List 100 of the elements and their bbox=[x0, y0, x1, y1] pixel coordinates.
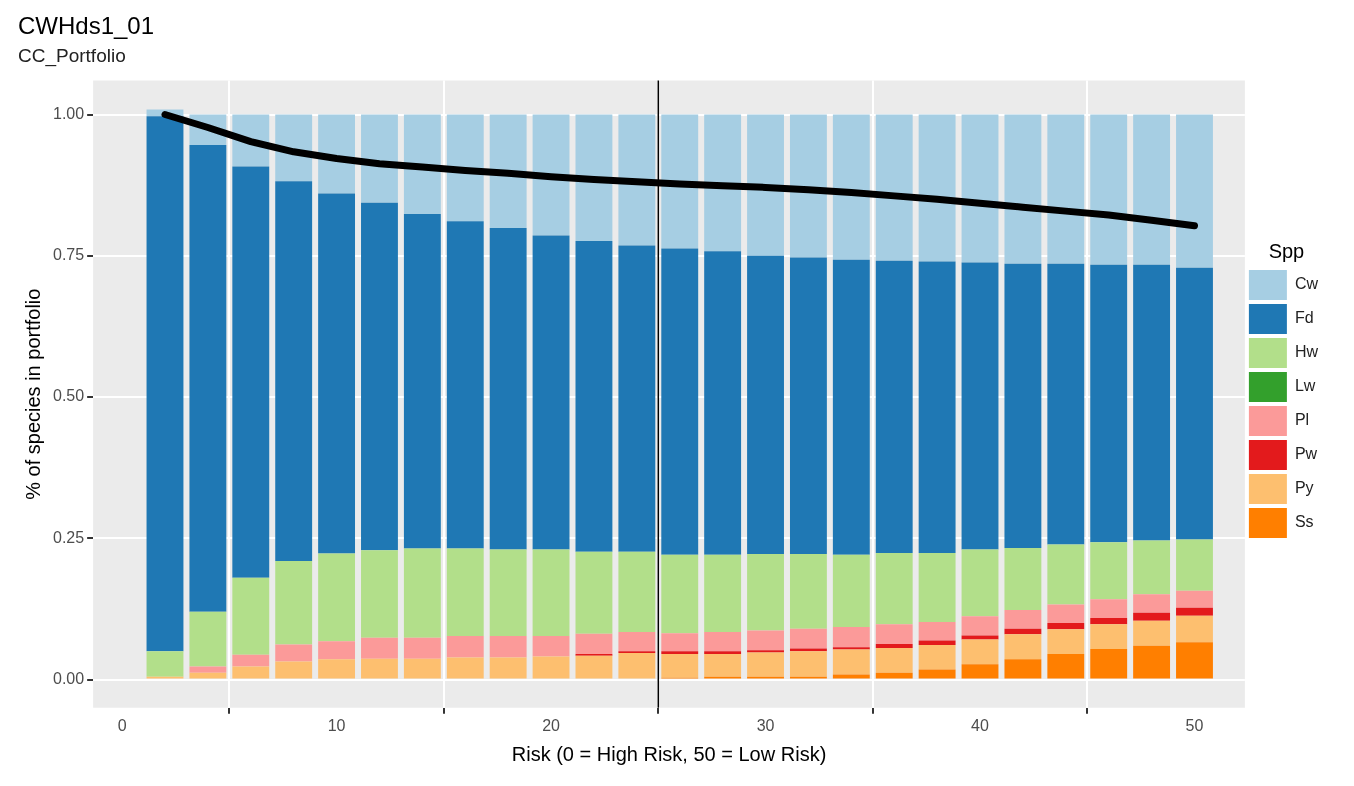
bar bbox=[489, 114, 527, 229]
bar bbox=[1176, 114, 1213, 268]
bar bbox=[832, 554, 870, 627]
bar bbox=[618, 551, 656, 633]
bar bbox=[747, 630, 784, 651]
bar bbox=[1047, 544, 1085, 605]
legend-label: Pl bbox=[1294, 411, 1310, 429]
bar bbox=[1176, 607, 1213, 616]
bar bbox=[704, 251, 742, 555]
bar bbox=[189, 666, 227, 673]
bar bbox=[1090, 542, 1128, 600]
bar bbox=[1176, 267, 1213, 540]
bar bbox=[789, 114, 827, 258]
legend-title: Spp bbox=[1268, 239, 1305, 262]
bar bbox=[1133, 645, 1171, 679]
bar bbox=[704, 651, 742, 655]
bar bbox=[1004, 610, 1042, 629]
bar bbox=[661, 654, 699, 678]
bar bbox=[1004, 263, 1042, 548]
bar bbox=[361, 114, 398, 203]
bar bbox=[1133, 594, 1171, 613]
bar bbox=[1090, 624, 1128, 650]
bar bbox=[318, 553, 356, 642]
bar bbox=[532, 114, 570, 236]
x-tick-label: 40 bbox=[971, 716, 990, 734]
bar bbox=[747, 652, 784, 677]
bar bbox=[661, 633, 699, 652]
bar bbox=[875, 624, 913, 644]
bar bbox=[661, 554, 699, 634]
bar bbox=[575, 114, 613, 242]
legend-label: Fd bbox=[1294, 309, 1314, 327]
bar bbox=[961, 549, 999, 617]
bar bbox=[704, 654, 742, 677]
x-tick-label: 30 bbox=[756, 716, 775, 734]
legend-label: Ss bbox=[1294, 513, 1314, 531]
legend-label: Hw bbox=[1294, 343, 1319, 361]
bar bbox=[489, 657, 527, 679]
bar bbox=[318, 659, 356, 679]
bar bbox=[704, 114, 742, 252]
bar bbox=[1176, 590, 1213, 608]
bar bbox=[875, 114, 913, 261]
bar bbox=[747, 255, 784, 555]
bar bbox=[1047, 263, 1085, 545]
bar bbox=[575, 655, 613, 679]
bar bbox=[747, 114, 784, 256]
bar bbox=[918, 114, 956, 262]
bar bbox=[961, 114, 999, 263]
y-tick-label: 0.75 bbox=[53, 246, 85, 264]
bar bbox=[918, 645, 956, 670]
bar bbox=[1090, 649, 1128, 679]
bar bbox=[704, 554, 742, 633]
bar bbox=[1047, 629, 1085, 655]
bar bbox=[1047, 114, 1085, 264]
bar bbox=[875, 643, 913, 648]
bar bbox=[918, 621, 956, 641]
bar bbox=[232, 666, 270, 679]
bar bbox=[789, 648, 827, 652]
bar bbox=[789, 628, 827, 649]
y-tick-label: 0.50 bbox=[53, 387, 85, 405]
bar bbox=[1090, 599, 1128, 618]
bar bbox=[918, 552, 956, 622]
bar bbox=[1133, 620, 1171, 646]
bar bbox=[618, 632, 656, 652]
bar bbox=[361, 637, 398, 659]
bar bbox=[146, 116, 184, 652]
bar bbox=[875, 552, 913, 625]
bar bbox=[832, 649, 870, 675]
x-tick-label: 0 bbox=[117, 716, 127, 734]
bar bbox=[189, 611, 227, 667]
bar bbox=[275, 644, 313, 662]
bar bbox=[146, 651, 184, 677]
bar bbox=[618, 245, 656, 552]
bar bbox=[661, 651, 699, 655]
bar bbox=[232, 654, 270, 667]
bar bbox=[403, 548, 441, 638]
bar bbox=[1133, 114, 1171, 265]
bar bbox=[275, 181, 313, 561]
bar bbox=[446, 548, 484, 637]
bar bbox=[361, 658, 398, 679]
bar bbox=[1090, 264, 1128, 543]
bar bbox=[1090, 617, 1128, 625]
bar bbox=[832, 647, 870, 650]
bar bbox=[832, 674, 870, 679]
bar bbox=[1004, 114, 1042, 264]
bar bbox=[446, 114, 484, 222]
x-tick-label: 50 bbox=[1185, 716, 1204, 734]
bar bbox=[403, 658, 441, 679]
bar bbox=[789, 257, 827, 555]
bar bbox=[232, 577, 270, 655]
bar bbox=[918, 261, 956, 553]
bar bbox=[532, 235, 570, 550]
bar bbox=[918, 669, 956, 679]
bar bbox=[961, 664, 999, 679]
bar bbox=[1176, 615, 1213, 643]
bar bbox=[1133, 264, 1171, 541]
bar bbox=[618, 114, 656, 246]
y-axis-title: % of species in portfolio bbox=[21, 288, 44, 500]
bar bbox=[575, 241, 613, 552]
bar bbox=[403, 213, 441, 549]
bar bbox=[318, 193, 356, 554]
